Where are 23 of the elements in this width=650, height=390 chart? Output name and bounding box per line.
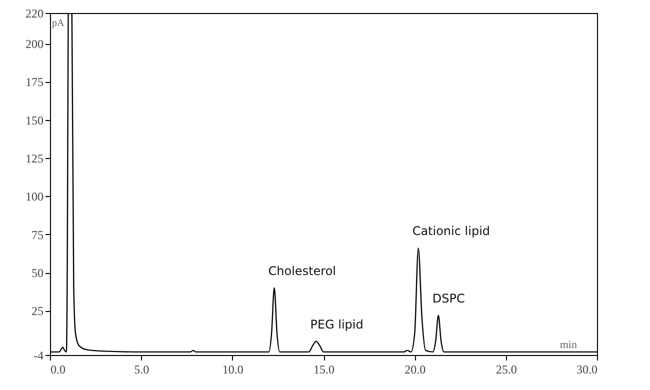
y-axis-title: pA bbox=[52, 18, 65, 29]
x-axis-title: min bbox=[560, 339, 578, 351]
x-tick-label: 25.0 bbox=[496, 362, 517, 376]
annotation: DSPC bbox=[432, 291, 465, 306]
y-tick-label: 220 bbox=[26, 6, 44, 20]
y-tick-label: -4 bbox=[34, 348, 44, 362]
y-tick-label: 100 bbox=[26, 190, 44, 204]
y-tick-label: 25 bbox=[32, 304, 44, 318]
x-tick-label: 20.0 bbox=[404, 362, 426, 376]
y-tick-label: 200 bbox=[26, 37, 44, 52]
x-tick-label: 5.0 bbox=[134, 362, 150, 376]
annotation: Cationic lipid bbox=[412, 224, 490, 238]
y-tick-label: 150 bbox=[26, 113, 44, 128]
y-tick-label: 125 bbox=[26, 152, 44, 166]
y-tick-label: 175 bbox=[26, 75, 44, 90]
x-tick-label: 15.0 bbox=[314, 362, 334, 376]
x-tick-label: 0.0 bbox=[50, 362, 66, 376]
y-tick-label: 75 bbox=[32, 228, 44, 242]
annotation: Cholesterol bbox=[268, 264, 336, 278]
x-tick-label: 10.0 bbox=[222, 362, 244, 376]
annotation: PEG lipid bbox=[310, 317, 364, 332]
x-tick-label: 30.0 bbox=[576, 362, 598, 376]
y-tick-label: 50 bbox=[32, 266, 44, 280]
